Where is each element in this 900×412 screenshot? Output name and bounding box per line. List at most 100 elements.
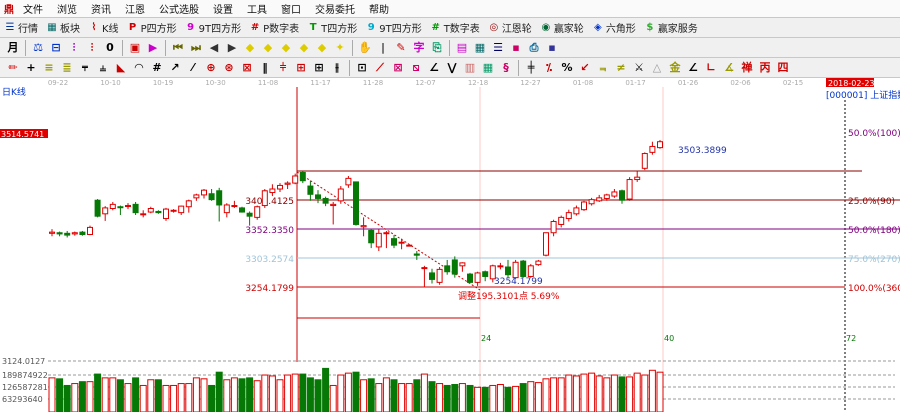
list-icon[interactable]: ☰ [493,40,503,54]
last-icon[interactable]: ⏭ [191,40,201,54]
sector-button[interactable]: ▦ 板块 [46,20,80,36]
t-number-button[interactable]: # T数字表 [430,20,480,36]
kline-button[interactable]: ⌇ K线 [88,20,119,36]
mid-icon[interactable]: ⫲ [335,60,339,74]
level-icon[interactable]: ⫨ [99,60,107,74]
cursor-icon[interactable]: | [380,40,386,54]
angle-icon[interactable]: ∠ [429,60,439,74]
arc-icon[interactable]: ◠ [134,60,144,74]
menu-7[interactable]: 窗口 [281,5,301,16]
gann-sq-icon[interactable]: ⧅ [412,60,420,74]
menu-6[interactable]: 工具 [247,5,267,16]
9t-square-button[interactable]: 9 9T四方形 [365,20,422,36]
spiral-icon[interactable]: § [503,60,509,74]
hexagon-button[interactable]: ◈ 六角形 [592,20,636,36]
mark1-icon[interactable]: 禅 [741,60,753,74]
9p-square-button[interactable]: 9 9T四方形 [185,20,241,36]
candle-up-icon[interactable]: ⫶ [72,40,76,54]
calc-icon[interactable]: ▤ [456,40,468,54]
triangle-icon[interactable]: △ [652,60,662,74]
parallel-icon[interactable]: # [152,60,162,74]
channel-icon[interactable]: ⫬ [599,60,607,74]
grid-icon[interactable]: ▣ [129,40,141,54]
line-icon[interactable]: ⁄ [192,60,194,74]
menu-8[interactable]: 交易委托 [315,5,355,16]
menu-1[interactable]: 浏览 [57,5,77,16]
marker-icon[interactable]: ◣ [116,60,126,74]
menu-9[interactable]: 帮助 [369,5,389,16]
sword-icon[interactable]: ⚔ [634,60,644,74]
quote-button[interactable]: ☰ 行情 [4,20,38,36]
p-number-button[interactable]: # P数字表 [249,20,299,36]
save-icon[interactable]: ▪ [512,40,520,54]
draw-icon[interactable]: ✎ [396,40,406,54]
fib-1-icon[interactable]: ≡ [44,60,54,74]
candle [550,219,557,237]
ray-icon[interactable]: ↗ [170,60,180,74]
angle2-icon[interactable]: ∠ [688,60,698,74]
cells-icon[interactable]: ▦ [482,60,494,74]
copy-icon[interactable]: ⎘ [432,40,442,54]
print-icon[interactable]: ⎙ [529,40,539,54]
gann-box-icon[interactable]: ⊡ [357,60,367,74]
bars-icon[interactable]: ▥ [464,60,476,74]
zoom-2-icon[interactable]: ◆ [263,40,273,54]
gann-fan-icon[interactable]: ⟋ [376,60,384,74]
angle4-icon[interactable]: ∡ [724,60,734,74]
zoom-3-icon[interactable]: ◆ [281,40,291,54]
zoom-4-icon[interactable]: ◆ [299,40,309,54]
wave-icon[interactable]: ⋁ [447,60,457,74]
gann-wheel-button[interactable]: ◎ 江恩轮 [488,20,531,36]
winner-wheel-button[interactable]: ◉ 赢家轮 [540,20,583,36]
t-square-button[interactable]: T T四方形 [307,20,358,36]
service-button[interactable]: $ 赢家服务 [644,20,697,36]
period-icon[interactable]: 月 [7,40,19,54]
gold-icon[interactable]: 金 [669,60,681,74]
candle-body [626,179,633,200]
menu-2[interactable]: 资讯 [91,5,111,16]
zoom-1-icon[interactable]: ◆ [245,40,255,54]
mark3-icon[interactable]: 四 [777,60,789,74]
arrow-line-icon[interactable]: ↙ [580,60,590,74]
first-icon[interactable]: ⏮ [173,40,183,54]
table-icon[interactable]: ▦ [474,40,486,54]
crosshair-icon[interactable]: + [26,60,36,74]
text-icon[interactable]: 字 [413,40,425,54]
target-icon[interactable]: ⊛ [224,60,234,74]
pen-icon[interactable]: ✏ [8,60,18,74]
rect-icon[interactable]: ⊞ [296,60,306,74]
candle [512,259,519,279]
menu-5[interactable]: 设置 [213,5,233,16]
grid2-icon[interactable]: ⊞ [314,60,324,74]
kline-chart[interactable]: 09-22 10-10 10-19 10-30 11-08 11-17 11-28 12-07… [0,78,900,412]
cycle-icon[interactable]: ‖ [262,60,268,74]
zero-icon[interactable]: 0 [106,40,114,54]
percent-icon[interactable]: % [561,60,573,74]
mark2-icon[interactable]: 丙 [759,60,771,74]
trend-icon[interactable]: ≠ [616,60,626,74]
menu-4[interactable]: 公式选股 [159,5,199,16]
menu-3[interactable]: 江恩 [125,5,145,16]
zoom-6-icon[interactable]: ✦ [335,40,345,54]
next-icon[interactable]: ▶ [227,40,237,54]
calendar-icon[interactable]: ⊟ [51,40,61,54]
candle-down-icon[interactable]: ⫶ [90,40,94,54]
zoom-5-icon[interactable]: ◆ [317,40,327,54]
weight-icon[interactable]: ⚖ [33,40,43,54]
ruler-icon[interactable]: ╪ [527,60,535,74]
fan-icon[interactable]: ⫧ [81,60,89,74]
candle-body [79,231,86,236]
menu-0[interactable]: 文件 [23,5,43,16]
circle-icon[interactable]: ⊕ [206,60,216,74]
disk-icon[interactable]: ▪ [548,40,556,54]
gann-grid-icon[interactable]: ⊠ [393,60,403,74]
time-icon[interactable]: ⫩ [279,60,287,74]
prev-icon[interactable]: ◀ [209,40,219,54]
fib-2-icon[interactable]: ≣ [62,60,72,74]
angle3-icon[interactable]: ∟ [706,60,716,74]
percent-line-icon[interactable]: ⁒ [545,60,553,74]
p-square-button[interactable]: P P四方形 [127,20,177,36]
flag-icon[interactable]: ▶ [148,40,158,54]
hand-icon[interactable]: ✋ [358,40,372,54]
box-icon[interactable]: ⊠ [242,60,252,74]
